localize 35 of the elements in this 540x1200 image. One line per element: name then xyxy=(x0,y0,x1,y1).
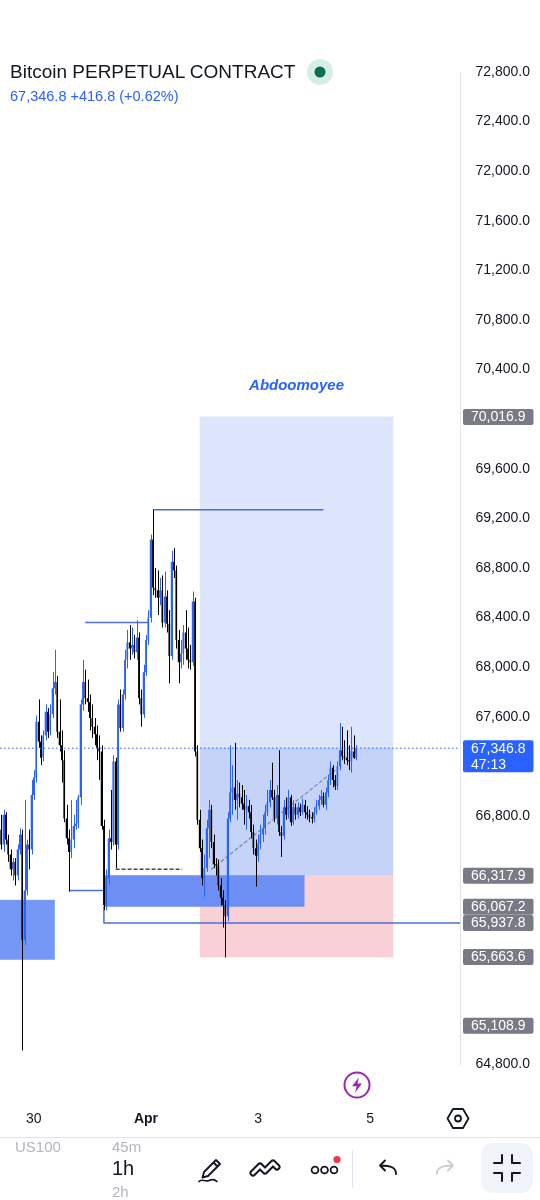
candlestick xyxy=(345,729,348,766)
x-tick-label: Apr xyxy=(133,1110,159,1127)
y-tick-label: 66,800.0 xyxy=(475,806,531,823)
y-tick-label: 68,800.0 xyxy=(475,558,531,575)
y-tick-label: 68,400.0 xyxy=(475,608,531,625)
y-tick-label: 72,800.0 xyxy=(475,62,531,79)
y2-tick-label: 65,663.6 xyxy=(471,948,526,965)
y-tick-label: 69,600.0 xyxy=(475,459,531,476)
y2-tick-label: 66,317.9 xyxy=(471,867,526,884)
y2-tick-label: 65,108.9 xyxy=(471,1017,526,1034)
annotation: Abdoomoyee xyxy=(248,376,345,394)
x-tick-label: 3 xyxy=(254,1110,263,1127)
y-tick-label: 69,200.0 xyxy=(475,509,531,526)
x-tick-label: 30 xyxy=(26,1110,42,1127)
y-tick-label: 67,600.0 xyxy=(475,707,531,724)
y2-tick-label: 70,016.9 xyxy=(471,408,526,425)
text: US100 xyxy=(15,1138,61,1155)
y-tick-label: 71,600.0 xyxy=(475,211,531,228)
y-tick-label: 71,200.0 xyxy=(475,261,531,278)
ref-line-label: 67,346.8 47:13 xyxy=(471,739,526,772)
text: 2h xyxy=(112,1183,129,1200)
text: 67,346.8 +416.8 (+0.62%) xyxy=(10,88,179,104)
y-tick-label: 64,800.0 xyxy=(475,1054,531,1071)
x-tick-label: 5 xyxy=(366,1110,375,1127)
y-tick-label: 70,400.0 xyxy=(475,360,531,377)
y-tick-label: 70,800.0 xyxy=(475,310,531,327)
chart-title: Bitcoin PERPETUAL CONTRACT xyxy=(10,61,296,83)
y-tick-label: 68,000.0 xyxy=(475,658,531,675)
y-tick-label: 72,000.0 xyxy=(475,162,531,179)
candlestick xyxy=(47,707,49,739)
text: 1h xyxy=(112,1157,135,1179)
text: 45m xyxy=(112,1138,142,1155)
y-tick-label: 72,400.0 xyxy=(475,112,531,129)
y2-tick-label: 66,067.2 xyxy=(471,898,526,915)
y2-tick-label: 65,937.8 xyxy=(471,914,526,931)
